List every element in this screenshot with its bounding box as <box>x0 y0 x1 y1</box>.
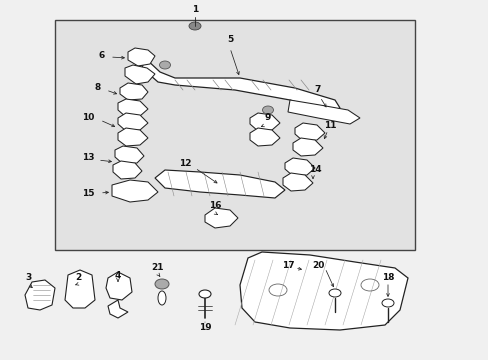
Text: 21: 21 <box>151 264 164 273</box>
Polygon shape <box>285 158 314 176</box>
Polygon shape <box>125 65 155 84</box>
Polygon shape <box>249 128 280 146</box>
Polygon shape <box>128 48 155 66</box>
Text: 14: 14 <box>308 166 321 175</box>
Text: 6: 6 <box>99 50 105 59</box>
Polygon shape <box>155 170 285 198</box>
Polygon shape <box>113 161 142 179</box>
Polygon shape <box>204 208 238 228</box>
Polygon shape <box>283 173 312 191</box>
Polygon shape <box>287 100 359 124</box>
Text: 11: 11 <box>323 121 336 130</box>
Text: 16: 16 <box>208 201 221 210</box>
Ellipse shape <box>159 61 170 69</box>
Polygon shape <box>118 128 148 146</box>
Text: 13: 13 <box>81 153 94 162</box>
Text: 18: 18 <box>381 274 393 283</box>
Polygon shape <box>294 123 325 141</box>
Text: 5: 5 <box>226 36 233 45</box>
Text: 4: 4 <box>115 270 121 279</box>
Text: 17: 17 <box>281 261 294 270</box>
Polygon shape <box>249 113 280 131</box>
Polygon shape <box>240 252 407 330</box>
Polygon shape <box>120 83 148 100</box>
Ellipse shape <box>158 291 165 305</box>
Text: 8: 8 <box>95 84 101 93</box>
Polygon shape <box>118 113 148 131</box>
Polygon shape <box>118 99 148 117</box>
Polygon shape <box>25 280 55 310</box>
Text: 3: 3 <box>25 274 31 283</box>
Text: 10: 10 <box>81 113 94 122</box>
Polygon shape <box>142 58 339 112</box>
Polygon shape <box>65 270 95 308</box>
Text: 15: 15 <box>81 189 94 198</box>
Bar <box>55 20 414 250</box>
Ellipse shape <box>328 289 340 297</box>
Ellipse shape <box>189 22 201 30</box>
Text: 2: 2 <box>75 274 81 283</box>
Text: 19: 19 <box>198 324 211 333</box>
Text: 12: 12 <box>179 158 191 167</box>
Polygon shape <box>115 146 143 164</box>
Ellipse shape <box>262 106 273 114</box>
Text: 9: 9 <box>264 113 271 122</box>
Polygon shape <box>292 138 323 156</box>
Text: 7: 7 <box>314 85 321 94</box>
Text: 1: 1 <box>191 5 198 14</box>
Polygon shape <box>112 180 158 202</box>
Ellipse shape <box>155 279 169 289</box>
Polygon shape <box>106 272 132 300</box>
Ellipse shape <box>381 299 393 307</box>
Polygon shape <box>108 300 128 318</box>
Text: 20: 20 <box>311 261 324 270</box>
Ellipse shape <box>199 290 210 298</box>
